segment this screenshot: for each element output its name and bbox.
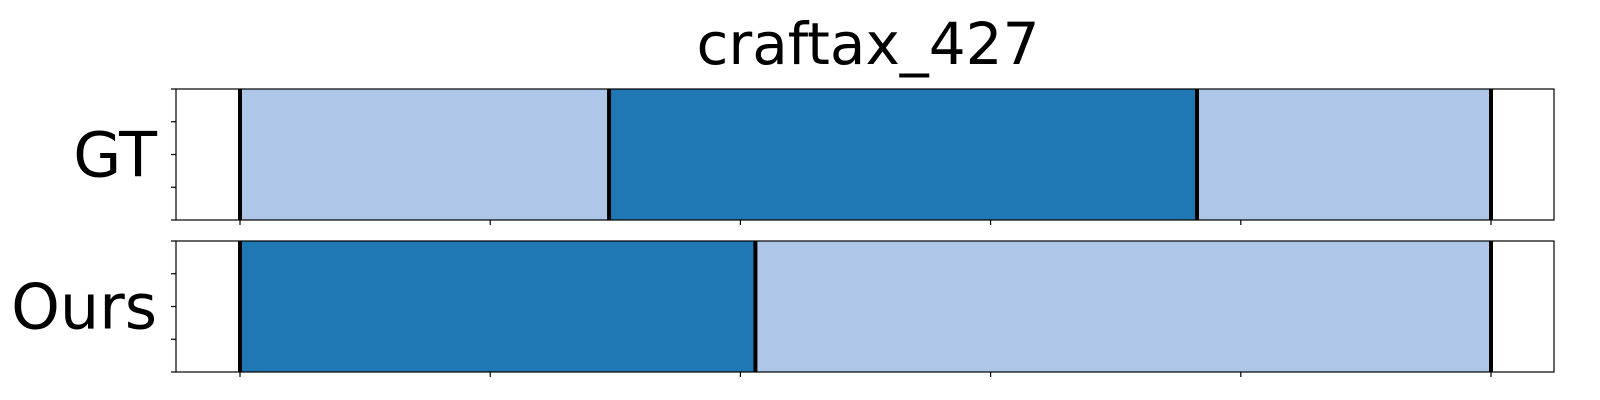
row-ours: Ours xyxy=(11,240,1555,377)
segment-ours-1 xyxy=(240,241,756,372)
rows-layer: GT Ours xyxy=(11,88,1555,377)
row-label-ours: Ours xyxy=(11,271,157,344)
segment-ours-2 xyxy=(755,241,1491,372)
chart-title: craftax_427 xyxy=(697,10,1040,78)
row-label-gt: GT xyxy=(73,119,158,192)
segment-gt-2 xyxy=(609,89,1198,220)
segment-gt-1 xyxy=(240,89,610,220)
row-gt: GT xyxy=(73,88,1555,225)
segment-gt-3 xyxy=(1197,89,1491,220)
